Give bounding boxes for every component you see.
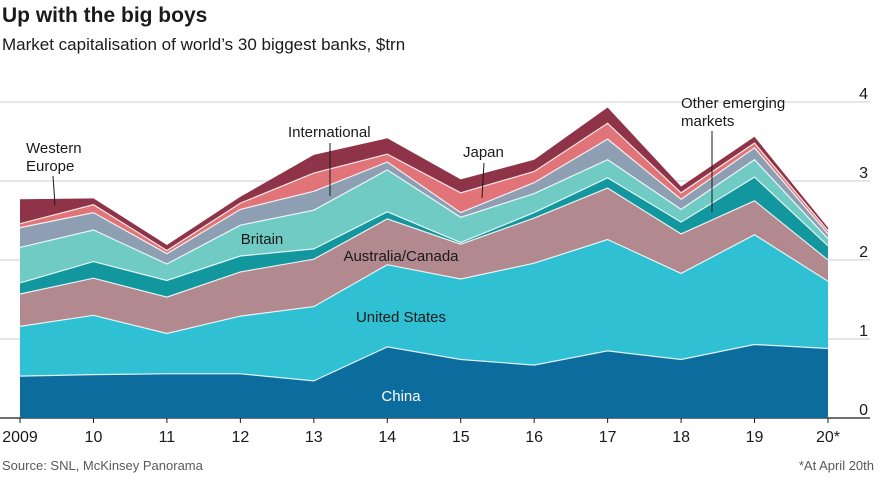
y-tick-label: 1 xyxy=(859,323,868,340)
area-boundary xyxy=(19,138,829,255)
area-other-emerging-markets xyxy=(20,177,828,298)
area-boundary xyxy=(19,158,829,265)
x-tick-label: 20* xyxy=(816,429,840,446)
x-tick-label: 13 xyxy=(305,429,323,446)
source-note: Source: SNL, McKinsey Panorama xyxy=(2,458,203,473)
x-tick-label: 14 xyxy=(378,429,396,446)
y-axis-ticks: 0 1 2 3 4 xyxy=(859,86,868,419)
x-tick-label: 12 xyxy=(231,429,249,446)
chart-title: Up with the big boys xyxy=(2,4,208,27)
series-labels: China United States Australia/Canada Bri… xyxy=(26,95,785,405)
label-australia-canada: Australia/Canada xyxy=(343,248,459,265)
area-western-europe xyxy=(20,139,828,264)
area-boundary xyxy=(19,343,829,382)
area-series xyxy=(19,107,829,418)
label-other-emerging-line1: Other emerging xyxy=(681,95,785,112)
area-boundary xyxy=(19,122,829,252)
x-tick-label: 18 xyxy=(672,429,690,446)
label-china: China xyxy=(381,388,421,405)
leader-western-europe xyxy=(52,175,56,206)
label-western-europe-line2: Europe xyxy=(26,158,74,175)
x-tick-label: 11 xyxy=(159,429,176,446)
label-western-europe-line1: Western xyxy=(26,140,82,157)
area-boundary xyxy=(19,187,829,298)
y-tick-label: 4 xyxy=(859,86,868,103)
x-tick-label: 10 xyxy=(85,429,103,446)
x-tick-label: 16 xyxy=(525,429,543,446)
x-tick-label: 17 xyxy=(599,429,617,446)
x-tick-label: 15 xyxy=(452,429,470,446)
leader-japan xyxy=(481,162,485,199)
area-united-states xyxy=(20,234,828,381)
area-australia-canada xyxy=(20,188,828,334)
footnote: *At April 20th xyxy=(798,458,874,473)
x-axis-ticks: 2009 10 11 12 13 14 15 16 17 18 19 20* xyxy=(2,418,840,446)
chart-subtitle: Market capitalisation of world’s 30 bigg… xyxy=(2,35,406,54)
label-other-emerging-line2: markets xyxy=(681,113,734,130)
x-tick-label: 2009 xyxy=(2,429,38,446)
label-britain: Britain xyxy=(241,231,284,248)
area-china xyxy=(20,344,828,418)
area-britain xyxy=(20,159,828,283)
y-tick-label: 0 xyxy=(859,402,868,419)
label-united-states: United States xyxy=(356,309,446,326)
y-tick-label: 2 xyxy=(859,244,868,261)
area-boundary xyxy=(19,234,829,335)
area-boundary xyxy=(19,176,829,284)
label-international: International xyxy=(288,124,371,141)
x-tick-label: 19 xyxy=(746,429,764,446)
label-japan: Japan xyxy=(463,144,504,161)
y-tick-label: 3 xyxy=(859,165,868,182)
label-leader-lines xyxy=(52,131,713,212)
